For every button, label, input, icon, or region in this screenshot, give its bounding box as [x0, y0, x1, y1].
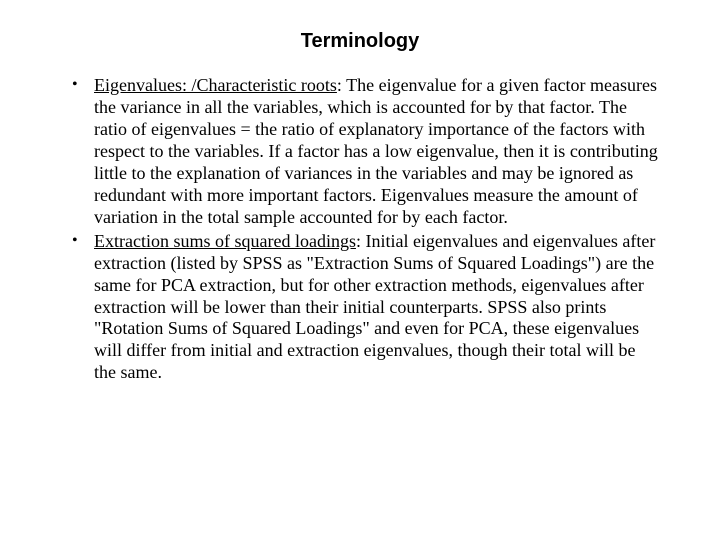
slide-title: Terminology [50, 30, 670, 53]
slide: Terminology Eigenvalues: /Characteristic… [0, 0, 720, 540]
term-label: Extraction sums of squared loadings [94, 231, 356, 251]
list-item: Eigenvalues: /Characteristic roots: The … [70, 75, 660, 229]
term-body: : Initial eigenvalues and eigenvalues af… [94, 231, 655, 383]
term-body: : The eigenvalue for a given factor meas… [94, 75, 658, 227]
bullet-list: Eigenvalues: /Characteristic roots: The … [70, 75, 660, 384]
term-label: Eigenvalues: /Characteristic roots [94, 75, 337, 95]
list-item: Extraction sums of squared loadings: Ini… [70, 231, 660, 385]
